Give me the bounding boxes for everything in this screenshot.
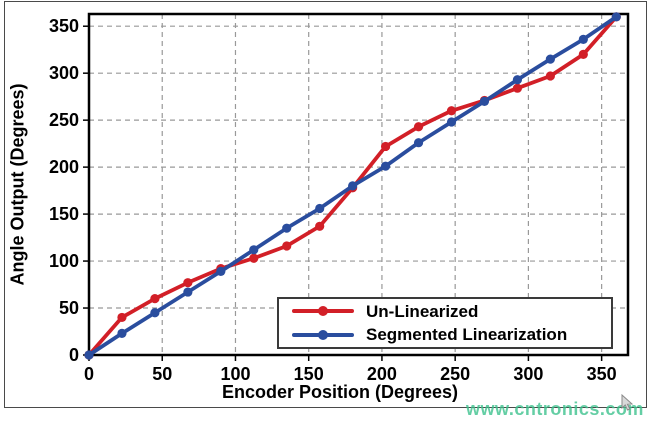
svg-text:0: 0 [84,364,94,384]
svg-text:100: 100 [49,251,79,271]
svg-text:250: 250 [49,110,79,130]
watermark-text: www.cntronics.com [466,399,644,419]
svg-text:350: 350 [49,16,79,36]
legend-line-sample-blue [292,329,354,340]
legend: Un-Linearized Segmented Linearization [277,297,613,349]
legend-item-segmented-linearization: Segmented Linearization [279,324,611,346]
svg-text:250: 250 [440,364,470,384]
legend-line-sample-red [292,306,354,317]
svg-text:200: 200 [49,157,79,177]
svg-text:150: 150 [294,364,324,384]
legend-label: Segmented Linearization [366,325,568,345]
svg-text:0: 0 [69,345,79,365]
svg-text:50: 50 [152,364,172,384]
svg-text:50: 50 [59,298,79,318]
svg-text:300: 300 [513,364,543,384]
svg-text:100: 100 [220,364,250,384]
legend-label: Un-Linearized [366,301,479,321]
legend-item-unlinearized: Un-Linearized [279,300,611,322]
svg-text:200: 200 [367,364,397,384]
x-axis-title: Encoder Position (Degrees) [221,382,459,402]
svg-text:300: 300 [49,63,79,83]
svg-text:350: 350 [587,364,617,384]
y-axis-title: Angle Output (Degrees) [7,83,28,286]
cursor-icon [621,394,634,411]
svg-text:150: 150 [49,204,79,224]
